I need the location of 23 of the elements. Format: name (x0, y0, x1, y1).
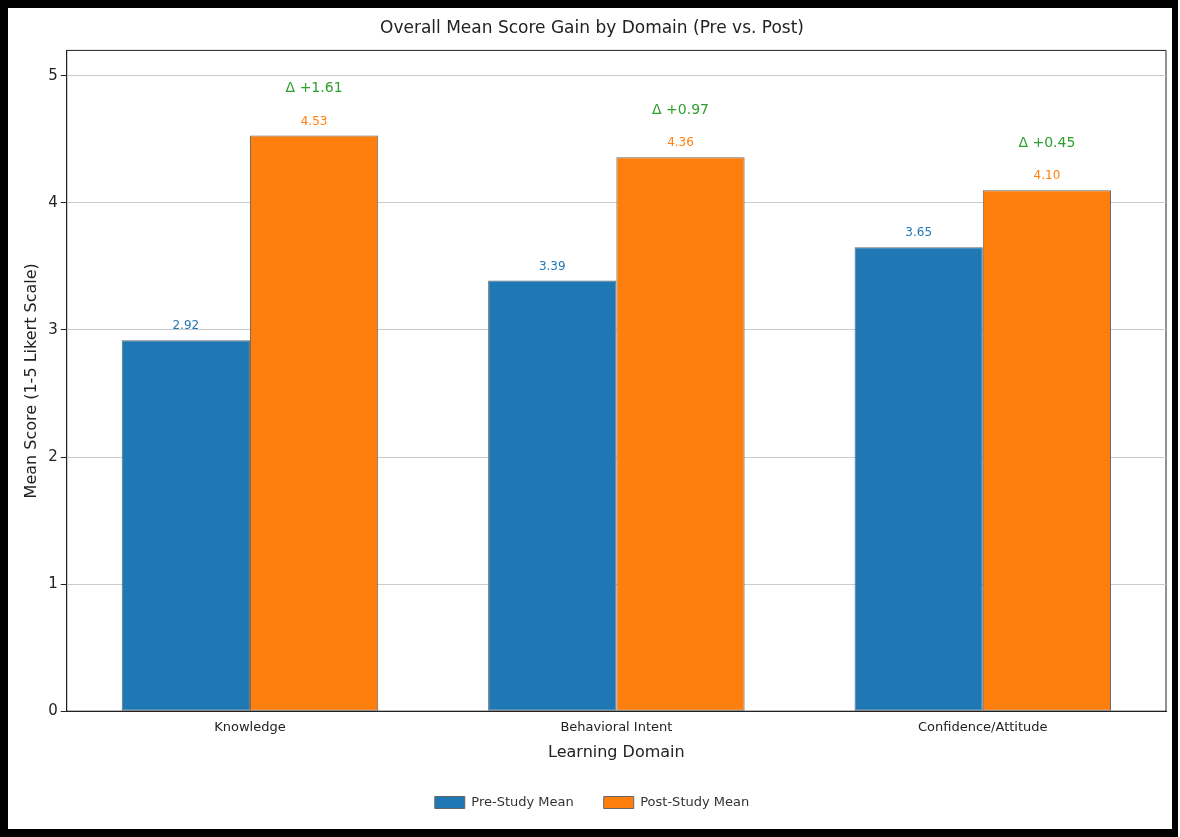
data-label: 4.10 (1033, 168, 1061, 183)
x-tick-label: Knowledge (214, 719, 286, 735)
y-axis-title: Mean Score (1-5 Likert Scale) (20, 263, 40, 499)
y-tick-label: 3 (48, 319, 58, 338)
y-tick-label: 0 (48, 701, 58, 720)
annotation: Δ +0.97 (652, 100, 709, 117)
chart-title: Overall Mean Score Gain by Domain (Pre vs. Post) (379, 16, 805, 37)
y-tick-label: 2 (48, 446, 58, 465)
y-tick-label: 5 (48, 65, 58, 84)
data-label: 4.53 (300, 113, 328, 128)
data-label: 3.65 (905, 225, 933, 240)
y-tick-label: 1 (48, 574, 58, 593)
y-tick-label: 4 (48, 192, 58, 211)
data-label: 3.39 (538, 258, 566, 273)
x-axis-title: Learning Domain (548, 741, 685, 761)
annotation: Δ +1.61 (285, 79, 343, 96)
x-tick-label: Behavioral Intent (560, 719, 673, 735)
legend-label: Pre-Study Mean (471, 793, 574, 809)
annotation: Δ +0.45 (1018, 133, 1076, 150)
data-label: 2.92 (172, 318, 200, 333)
data-label: 4.36 (667, 135, 694, 150)
x-tick-label: Confidence/Attitude (918, 719, 1048, 735)
legend-label: Post-Study Mean (640, 793, 750, 809)
